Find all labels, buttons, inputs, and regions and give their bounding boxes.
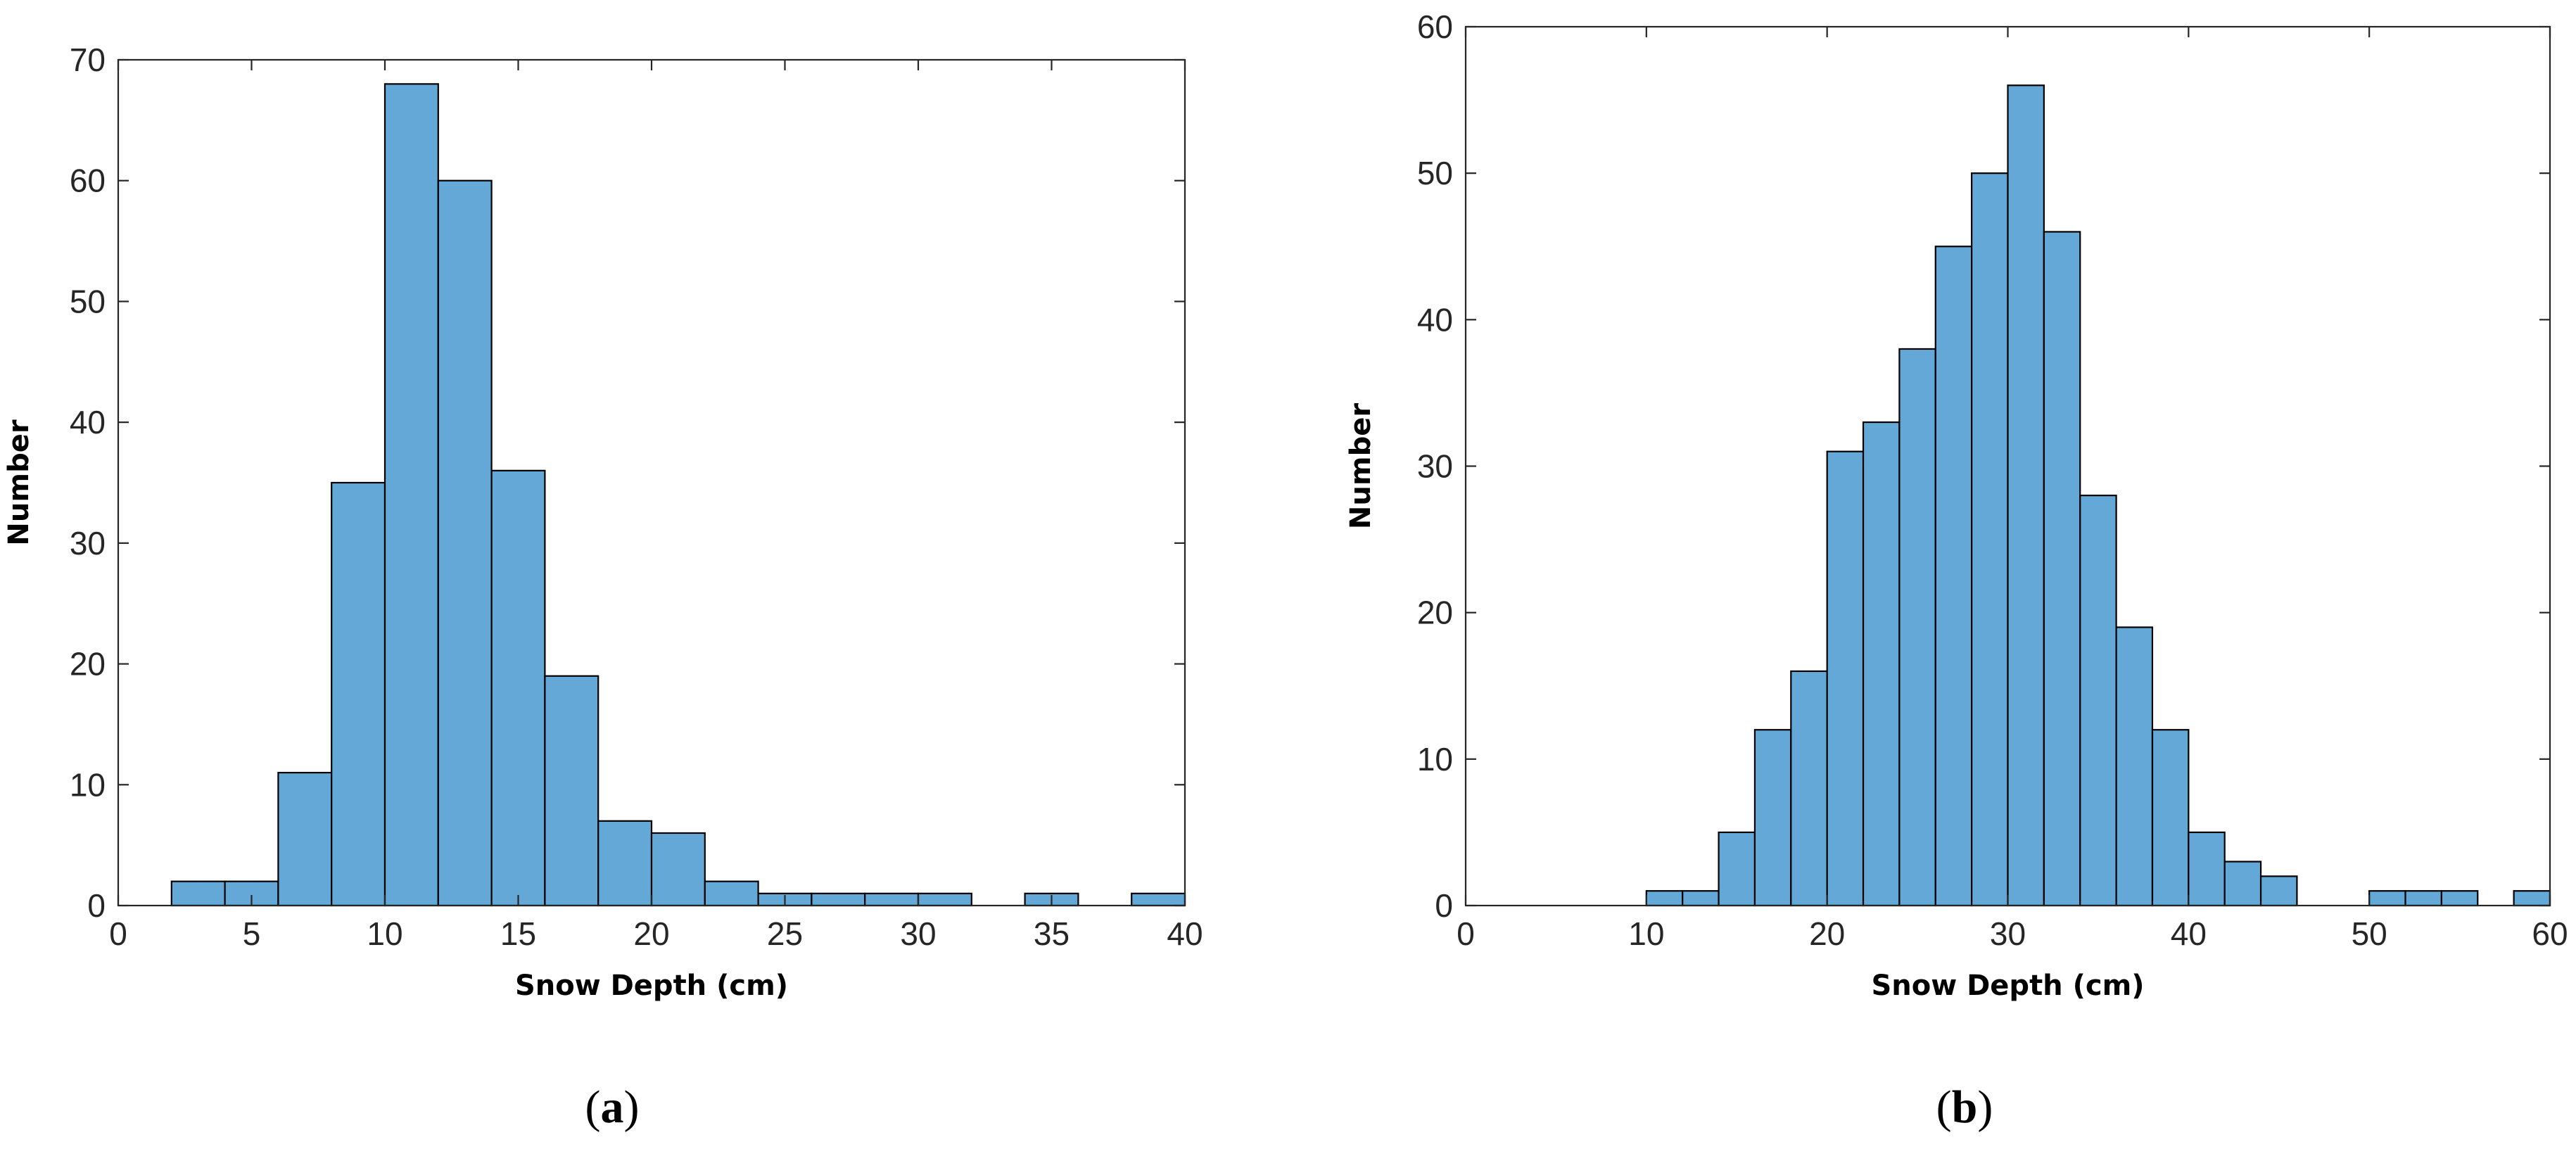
y-axis-label: Number [3, 419, 35, 545]
histogram-bar [2261, 876, 2297, 906]
histogram-bar [2442, 891, 2477, 906]
histogram-bar [2080, 495, 2116, 906]
histogram-bar [2008, 85, 2044, 906]
panel-letter: a [601, 1081, 624, 1133]
y-tick-label: 60 [70, 163, 106, 199]
x-tick-label: 25 [767, 915, 803, 952]
histogram-bar [1899, 349, 1935, 906]
histogram-bar [545, 676, 598, 906]
y-tick-label: 40 [70, 404, 106, 440]
histogram-bar [1791, 671, 1827, 906]
histogram-bar [2369, 891, 2405, 906]
x-tick-label: 10 [367, 915, 402, 952]
histogram-bar [918, 894, 972, 906]
histogram-bar [492, 471, 545, 906]
histogram-bar [1827, 452, 1863, 906]
histogram-bar [1682, 891, 1718, 906]
y-tick-label: 50 [70, 283, 106, 319]
histogram-bar [2117, 627, 2152, 906]
y-tick-label: 10 [70, 766, 106, 803]
histogram-bar [1719, 832, 1755, 906]
x-tick-label: 50 [2352, 915, 2387, 952]
histogram-bar [811, 894, 865, 906]
histogram-bar [1863, 422, 1899, 906]
y-tick-label: 10 [1417, 741, 1453, 777]
y-tick-label: 0 [1435, 887, 1453, 924]
y-tick-label: 30 [70, 525, 106, 561]
x-axis-label: Snow Depth (cm) [515, 970, 788, 1002]
y-tick-label: 0 [87, 887, 106, 924]
histogram-bar [2225, 862, 2261, 906]
histogram-bar [278, 773, 331, 906]
y-tick-label: 20 [70, 646, 106, 683]
panel-label: (a) [585, 1081, 640, 1133]
histogram-bar [2514, 891, 2550, 906]
x-tick-label: 0 [1457, 915, 1475, 952]
x-tick-label: 60 [2532, 915, 2568, 952]
panel-b: 0 10 20 30 40 50 60 0 10 20 30 40 50 60 Snow Depth (cm… [1345, 8, 2568, 1133]
y-tick-label: 50 [1417, 155, 1453, 191]
x-tick-label: 40 [2171, 915, 2207, 952]
histogram-figure: 0 5 10 15 20 25 30 35 40 0 10 20 30 40 50 60 70 Snow Dept… [0, 0, 2576, 1149]
panel-letter: b [1952, 1081, 1978, 1133]
panel-label: (b) [1936, 1081, 1993, 1133]
x-axis-label: Snow Depth (cm) [1871, 970, 2144, 1002]
histogram-bar [652, 833, 705, 906]
x-tick-label: 0 [109, 915, 127, 952]
y-axis-label: Number [1345, 403, 1377, 529]
x-tick-label: 20 [633, 915, 669, 952]
y-tick-label: 60 [1417, 8, 1453, 45]
y-tick-label: 20 [1417, 595, 1453, 631]
histogram-bar [705, 882, 759, 906]
histogram-bar [1647, 891, 1682, 906]
histogram-bar [1755, 730, 1791, 906]
y-tick-label: 40 [1417, 301, 1453, 338]
y-tick-label: 30 [1417, 448, 1453, 485]
panel-a: 0 5 10 15 20 25 30 35 40 0 10 20 30 40 50 60 70 Snow Dept… [3, 42, 1203, 1133]
histogram-bar [2188, 832, 2224, 906]
x-tick-label: 15 [500, 915, 536, 952]
x-tick-label: 5 [243, 915, 261, 952]
histogram-bar [385, 84, 438, 906]
histogram-bar [331, 483, 385, 906]
histogram-bar [438, 181, 492, 906]
histogram-bar [1972, 173, 2007, 906]
x-tick-label: 30 [1990, 915, 2026, 952]
histogram-bar [1131, 894, 1185, 906]
x-tick-label: 30 [900, 915, 936, 952]
histogram-bar [865, 894, 918, 906]
histogram-bar [1936, 246, 1972, 906]
x-tick-label: 20 [1809, 915, 1845, 952]
histogram-bar [2406, 891, 2442, 906]
histogram-bar [598, 821, 652, 906]
y-tick-label: 70 [70, 42, 106, 78]
x-tick-label: 10 [1628, 915, 1664, 952]
x-tick-label: 40 [1167, 915, 1203, 952]
histogram-bar [2152, 730, 2188, 906]
x-tick-label: 35 [1034, 915, 1070, 952]
histogram-bar [2044, 231, 2080, 906]
histogram-bar [172, 882, 225, 906]
